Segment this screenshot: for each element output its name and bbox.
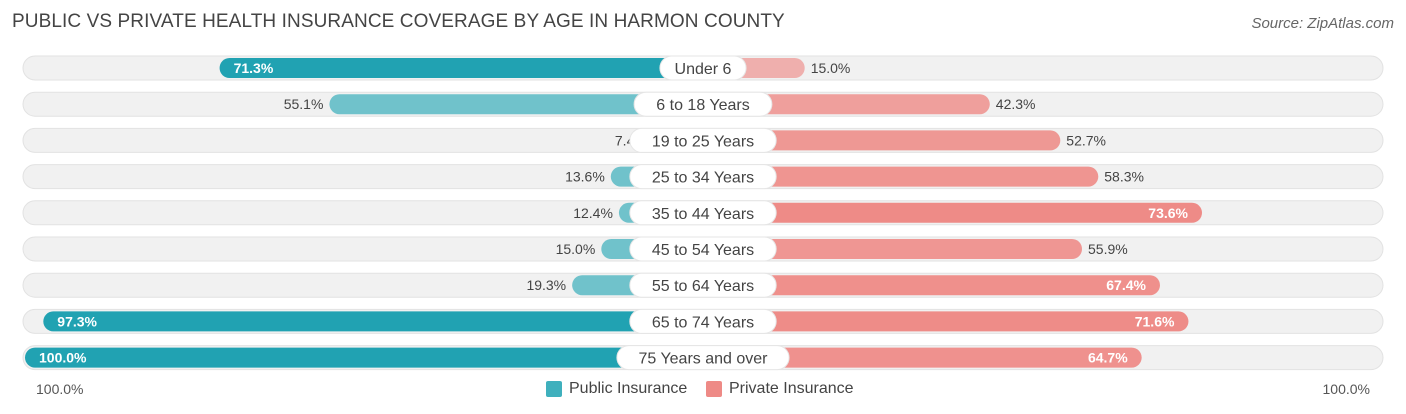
- category-label: 6 to 18 Years: [656, 97, 749, 114]
- category-pill: [629, 127, 777, 153]
- category-label: 65 to 74 Years: [652, 314, 754, 331]
- bar-public: [43, 311, 703, 332]
- legend-label-public: Public Insurance: [569, 380, 688, 397]
- bar-private: [703, 202, 1203, 223]
- value-label-public: 55.1%: [284, 96, 324, 112]
- value-label-private: 58.3%: [1104, 169, 1144, 185]
- source-label: Source: ZipAtlas.com: [1251, 15, 1394, 32]
- chart-area: 71.3% 15.0% Under 6 55.1% 42.3% 6 to 18 Years…: [22, 55, 1384, 371]
- bar-private: [703, 130, 1061, 151]
- legend-swatch-private: [706, 381, 722, 397]
- category-pill: [616, 345, 790, 371]
- value-label-private: 15.0%: [811, 60, 851, 76]
- category-pill: [629, 308, 777, 334]
- value-label-public: 13.6%: [565, 169, 605, 185]
- category-pill: [629, 164, 777, 190]
- bar-public: [219, 58, 703, 78]
- category-label: 35 to 44 Years: [652, 206, 754, 223]
- value-label-public: 15.0%: [556, 241, 596, 257]
- value-label-public: 100.0%: [39, 350, 87, 366]
- value-label-private: 71.6%: [1135, 313, 1175, 329]
- value-label-public: 71.3%: [234, 60, 274, 76]
- bar-private: [703, 275, 1160, 296]
- value-label-private: 52.7%: [1066, 132, 1106, 148]
- legend: Public Insurance Private Insurance: [0, 380, 1406, 400]
- category-label: 19 to 25 Years: [652, 133, 754, 150]
- legend-item-public: Public Insurance: [546, 380, 687, 398]
- legend-swatch-public: [546, 381, 562, 397]
- bar-private: [703, 166, 1099, 187]
- value-label-public: 19.3%: [526, 277, 566, 293]
- value-label-private: 67.4%: [1106, 277, 1146, 293]
- bar-private: [703, 239, 1083, 259]
- bar-private: [703, 347, 1142, 368]
- category-label: 55 to 64 Years: [652, 278, 754, 295]
- category-pill: [629, 272, 777, 298]
- bar-private: [703, 94, 990, 115]
- value-label-public: 97.3%: [57, 313, 97, 329]
- category-pill: [633, 91, 773, 117]
- legend-item-private: Private Insurance: [706, 380, 854, 398]
- chart-title: PUBLIC VS PRIVATE HEALTH INSURANCE COVER…: [12, 11, 785, 32]
- category-pill: [629, 236, 777, 262]
- category-pill: [659, 55, 747, 81]
- category-label: 45 to 54 Years: [652, 242, 754, 259]
- bar-private: [703, 311, 1189, 332]
- value-label-private: 64.7%: [1088, 350, 1128, 366]
- bar-public: [25, 347, 703, 368]
- axis-right-label: 100.0%: [1322, 381, 1370, 397]
- category-label: 75 Years and over: [639, 351, 769, 368]
- category-pill: [629, 200, 777, 226]
- category-label: 25 to 34 Years: [652, 170, 754, 187]
- category-label: Under 6: [675, 61, 732, 78]
- value-label-private: 42.3%: [996, 96, 1036, 112]
- axis-left-label: 100.0%: [36, 381, 84, 397]
- value-label-private: 55.9%: [1088, 241, 1128, 257]
- bar-public: [329, 94, 703, 115]
- value-label-private: 73.6%: [1148, 205, 1188, 221]
- legend-label-private: Private Insurance: [729, 380, 854, 397]
- value-label-public: 12.4%: [573, 205, 613, 221]
